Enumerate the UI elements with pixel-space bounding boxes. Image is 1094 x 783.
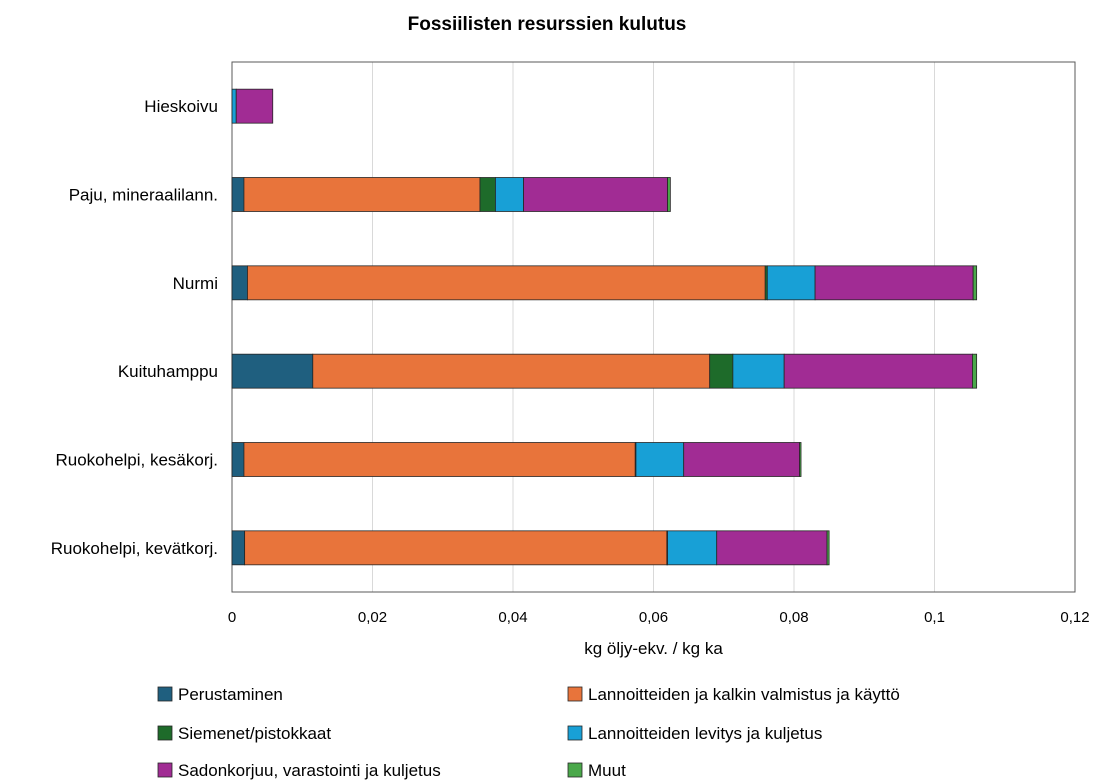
legend-swatch — [157, 762, 173, 778]
legend-label: Sadonkorjuu, varastointi ja kuljetus — [178, 761, 441, 780]
bar-segment-6 — [972, 353, 978, 389]
bar-segment-5 — [716, 530, 828, 566]
plot-area-frame — [231, 61, 1076, 593]
legend-swatch — [157, 725, 173, 741]
bar-segment-2 — [243, 177, 481, 212]
bar-segment-5 — [683, 442, 801, 477]
x-tick-label: 0,02 — [358, 609, 387, 626]
bar-segment-6 — [667, 177, 671, 212]
bar-segment-1 — [231, 265, 248, 301]
bar-segment-5 — [523, 177, 668, 212]
legend-label: Siemenet/pistokkaat — [178, 724, 331, 743]
category-label: Hieskoivu — [144, 97, 218, 116]
bar-segment-5 — [235, 88, 274, 124]
x-tick-label: 0,1 — [924, 609, 945, 626]
bar-segment-4 — [495, 177, 524, 212]
bar-segment-6 — [799, 442, 802, 477]
bar-segment-3 — [709, 353, 734, 389]
x-tick-label: 0 — [228, 609, 236, 626]
x-tick-label: 0,08 — [779, 609, 808, 626]
bar-segment-4 — [231, 88, 237, 124]
category-label: Paju, mineraalilann. — [69, 186, 218, 205]
bar-segment-4 — [635, 442, 685, 477]
bar-segment-2 — [247, 265, 766, 301]
legend-label: Lannoitteiden ja kalkin valmistus ja käy… — [588, 685, 900, 704]
bar-segment-1 — [231, 177, 245, 212]
bar-segment-2 — [243, 442, 636, 477]
bar-segment-1 — [231, 530, 246, 566]
category-label: Ruokohelpi, kevätkorj. — [51, 539, 218, 558]
category-label: Ruokohelpi, kesäkorj. — [55, 451, 218, 470]
bar-segment-4 — [667, 530, 718, 566]
bar-segment-5 — [783, 353, 973, 389]
bar-segment-4 — [732, 353, 785, 389]
x-tick-label: 0,06 — [639, 609, 668, 626]
x-axis-label: kg öljy-ekv. / kg ka — [584, 639, 723, 658]
bar-segment-3 — [479, 177, 496, 212]
x-tick-label: 0,04 — [498, 609, 527, 626]
legend-swatch — [567, 725, 583, 741]
bar-segment-2 — [312, 353, 711, 389]
chart-title: Fossiilisten resurssien kulutus — [407, 14, 687, 35]
bar-segment-6 — [826, 530, 830, 566]
bar-segment-6 — [972, 265, 978, 301]
legend-swatch — [567, 762, 583, 778]
bar-segment-4 — [766, 265, 816, 301]
legend-label: Lannoitteiden levitys ja kuljetus — [588, 724, 822, 743]
legend-swatch — [157, 686, 173, 702]
bar-segment-1 — [231, 442, 245, 477]
legend-label: Muut — [588, 761, 626, 780]
legend-swatch — [567, 686, 583, 702]
x-tick-label: 0,12 — [1060, 609, 1089, 626]
bar-segment-1 — [231, 353, 314, 389]
category-label: Kuituhamppu — [118, 362, 218, 381]
legend-label: Perustaminen — [178, 685, 283, 704]
bar-segment-5 — [814, 265, 974, 301]
bar-segment-2 — [244, 530, 668, 566]
category-label: Nurmi — [173, 274, 218, 293]
